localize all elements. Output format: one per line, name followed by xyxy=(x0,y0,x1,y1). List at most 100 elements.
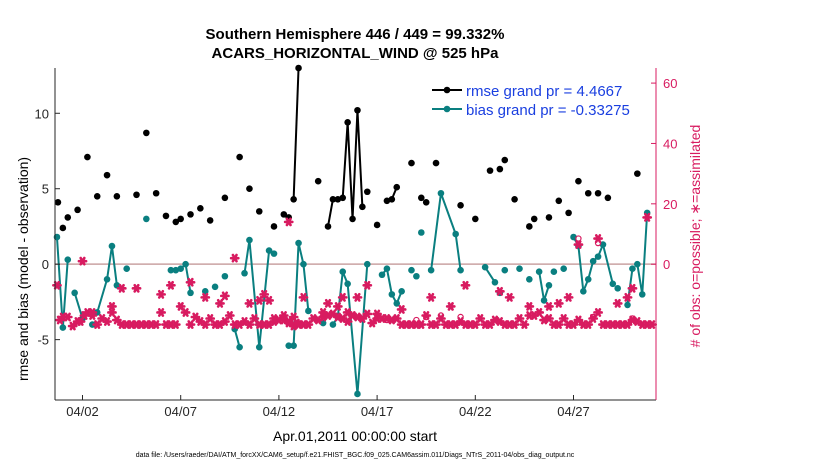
bias-point xyxy=(103,275,111,283)
obs_assimilated-point xyxy=(426,292,437,302)
rmse-point xyxy=(329,195,337,203)
bias-point xyxy=(305,307,312,315)
obs_assimilated-point xyxy=(588,314,599,323)
rmse-point xyxy=(59,224,67,232)
y-left-tick-label: 5 xyxy=(42,182,49,197)
obs_assimilated-point xyxy=(436,314,446,323)
rmse-point xyxy=(393,183,401,191)
obs_assimilated-point xyxy=(593,234,603,243)
obs_assimilated-point xyxy=(185,320,196,329)
rmse-point xyxy=(295,64,302,72)
obs_assimilated-point xyxy=(553,299,564,308)
rmse-point xyxy=(530,215,538,223)
obs_assimilated-point xyxy=(470,320,481,329)
rmse-point xyxy=(432,159,440,167)
bias-point xyxy=(413,272,420,280)
obs_assimilated-point xyxy=(544,302,554,311)
obs_assimilated-point xyxy=(583,320,594,329)
obs_assimilated-point xyxy=(622,320,633,329)
obs_assimilated-point xyxy=(372,309,383,319)
obs_assimilated-point xyxy=(553,320,564,329)
rmse-point xyxy=(177,215,184,223)
rmse-point xyxy=(575,177,582,185)
rmse-point xyxy=(422,199,430,206)
bias-point xyxy=(300,260,307,268)
obs_assimilated-point xyxy=(647,320,657,329)
obs_assimilated-point xyxy=(283,318,294,328)
rmse-line-segment xyxy=(292,67,300,200)
bias-point xyxy=(236,343,243,351)
bias-point xyxy=(344,280,351,288)
obs_assimilated-point xyxy=(352,292,363,302)
obs_assimilated-point xyxy=(534,308,545,317)
obs_assimilated-point xyxy=(627,283,638,293)
bias-point xyxy=(241,269,248,277)
bias-point xyxy=(481,263,489,271)
obs_assimilated-point xyxy=(107,302,117,311)
obs_assimilated-point xyxy=(180,308,191,317)
obs_assimilated-point xyxy=(573,315,584,325)
obs_assimilated-point xyxy=(62,312,73,322)
rmse-point xyxy=(373,221,381,229)
rmse-point xyxy=(511,195,518,203)
y-left-tick-label: 10 xyxy=(35,106,49,121)
rmse-point xyxy=(84,153,91,161)
bias-point xyxy=(265,247,273,254)
obs_assimilated-point xyxy=(244,299,255,308)
bias-point xyxy=(113,282,121,289)
obs_assimilated-point xyxy=(323,299,333,308)
bias-point xyxy=(388,291,396,298)
obs_assimilated-point xyxy=(332,302,343,311)
bias-point xyxy=(123,265,130,273)
bias-point xyxy=(71,289,78,297)
obs_assimilated-point xyxy=(367,318,378,328)
rmse-point xyxy=(270,223,278,230)
chart-title-line2: ACARS_HORIZONTAL_WIND @ 525 hPa xyxy=(211,45,499,62)
rmse-point xyxy=(472,215,479,223)
obs_assimilated-point xyxy=(156,308,166,317)
obs_assimilated-point xyxy=(205,314,216,323)
bias-point xyxy=(589,257,597,265)
bias-point xyxy=(108,242,116,250)
obs_assimilated-point xyxy=(563,292,574,302)
bias-point xyxy=(143,215,150,223)
obs_assimilated-point xyxy=(509,320,520,329)
rmse-point xyxy=(359,203,366,211)
y-left-tick-label: -5 xyxy=(37,333,49,348)
axes-group: 04/02 04/07 04/12 04/17 04/22 04/27 -5 0 5 10 0 20 4… xyxy=(35,68,677,419)
obs_assimilated-point xyxy=(219,317,230,326)
obs_assimilated-point xyxy=(416,320,427,329)
rmse-point xyxy=(324,223,332,230)
bias-line-segment xyxy=(636,212,649,295)
obs_assimilated-point xyxy=(200,292,211,302)
bias-point xyxy=(614,285,622,292)
obs_assimilated-point xyxy=(244,320,255,329)
y-axis-label-right: # of obs: o=possible; ∗=assimilated xyxy=(687,125,703,348)
bias-point xyxy=(270,250,278,257)
rmse-point xyxy=(634,170,641,177)
rmse-point xyxy=(388,195,396,203)
rmse-point xyxy=(280,211,288,218)
rmse-point xyxy=(187,211,194,218)
obs_assimilated-point xyxy=(460,280,471,290)
bias-point xyxy=(550,268,558,276)
bias-point xyxy=(584,275,592,283)
rmse-point xyxy=(354,106,361,114)
rmse-point xyxy=(339,194,347,202)
rmse-point xyxy=(349,215,356,223)
rmse-point xyxy=(604,194,612,202)
bias-point xyxy=(540,297,548,304)
bias-point xyxy=(501,266,509,274)
obs_assimilated-point xyxy=(254,295,265,305)
rmse-point xyxy=(113,192,121,200)
bias-point xyxy=(457,266,464,274)
obs_assimilated-point xyxy=(215,299,225,308)
rmse-point xyxy=(496,165,504,173)
obs_assimilated-point xyxy=(219,291,230,301)
bias-point xyxy=(339,268,347,276)
obs_assimilated-point xyxy=(612,299,623,308)
bias-line-segment xyxy=(243,239,275,348)
obs_assimilated-point xyxy=(342,308,353,317)
rmse-point xyxy=(344,119,351,126)
obs_assimilated-point xyxy=(494,286,505,296)
